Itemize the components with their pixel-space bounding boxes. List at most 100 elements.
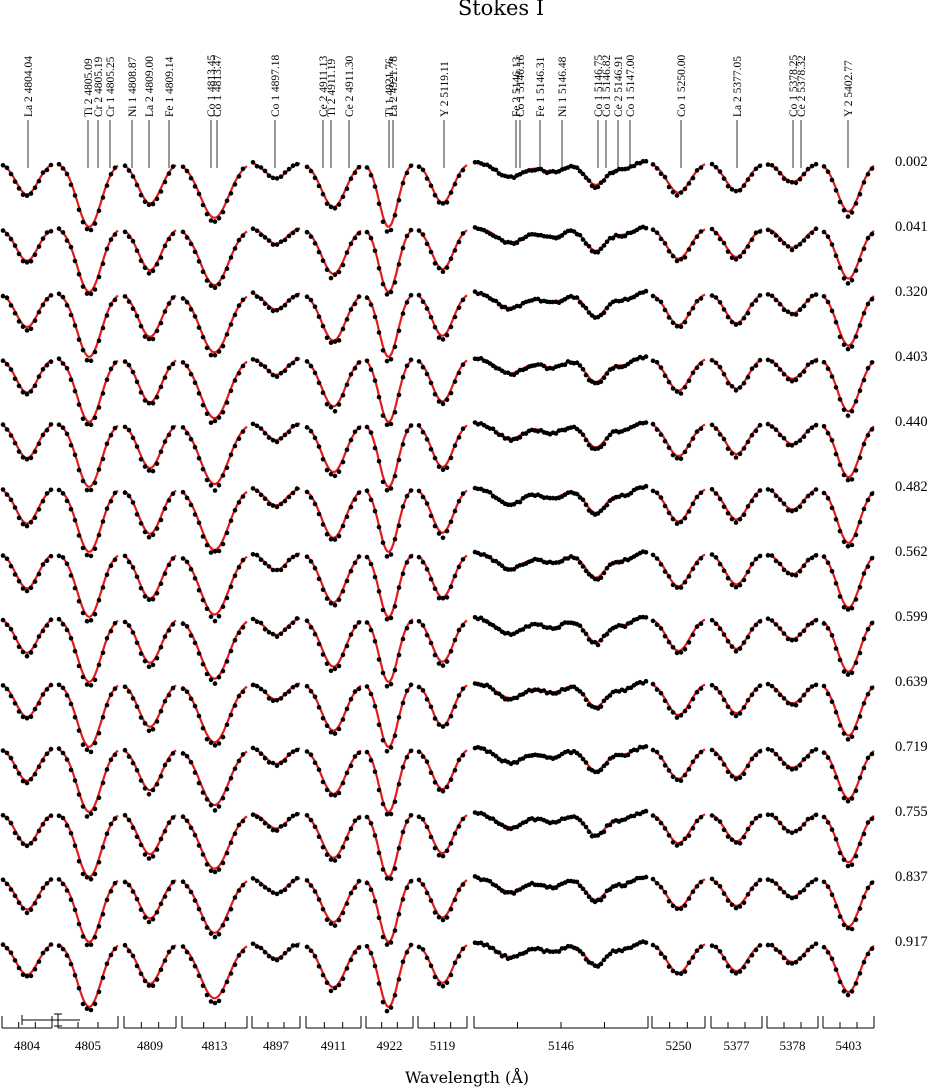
observed-point	[224, 595, 230, 601]
observed-point	[208, 999, 214, 1004]
observed-point	[388, 615, 394, 621]
observed-point	[184, 168, 190, 174]
observed-point	[388, 940, 394, 945]
observed-point	[80, 804, 86, 809]
observed-point	[643, 354, 649, 359]
observed-point	[282, 563, 288, 569]
observed-point	[376, 458, 382, 464]
observed-point	[682, 255, 688, 260]
observed-point	[104, 702, 110, 708]
line-label: Ce 2 5378.32	[796, 55, 808, 117]
observed-point	[104, 313, 110, 318]
observed-point	[282, 692, 288, 697]
model-profile	[123, 749, 177, 792]
observed-point	[96, 532, 102, 538]
observed-point	[797, 307, 803, 313]
observed-point	[380, 801, 386, 807]
observed-point	[745, 504, 751, 509]
observed-point	[200, 790, 206, 795]
observed-point	[865, 885, 871, 891]
observed-point	[601, 894, 607, 899]
observed-point	[258, 362, 264, 367]
observed-point	[713, 621, 719, 627]
observed-point	[729, 187, 735, 192]
observed-point	[236, 500, 242, 505]
observed-point	[72, 517, 78, 523]
observed-point	[749, 432, 755, 438]
observed-point	[857, 841, 863, 847]
observed-point	[857, 388, 863, 394]
observed-point	[777, 237, 783, 242]
observed-point	[436, 852, 442, 858]
observed-point	[674, 258, 680, 264]
observed-point	[384, 617, 390, 622]
observed-point	[16, 251, 22, 257]
observed-point	[662, 763, 668, 768]
observed-point	[352, 560, 358, 566]
model-profile	[710, 358, 763, 390]
observed-point	[829, 956, 835, 962]
observed-point	[48, 359, 54, 365]
observed-point	[96, 467, 102, 472]
observed-point	[428, 380, 434, 386]
model-profile	[365, 813, 414, 878]
observed-point	[380, 479, 386, 485]
observed-point	[24, 780, 30, 786]
observed-point	[837, 786, 843, 792]
observed-point	[240, 429, 246, 434]
observed-point	[765, 942, 771, 948]
observed-point	[658, 299, 664, 305]
model-profile	[417, 554, 468, 599]
observed-point	[785, 960, 791, 966]
observed-point	[741, 834, 747, 840]
observed-point	[372, 898, 378, 904]
observed-point	[694, 168, 700, 173]
observed-point	[424, 176, 430, 181]
observed-point	[670, 840, 676, 845]
observed-point	[224, 979, 230, 985]
observed-point	[396, 457, 402, 463]
model-profile	[651, 358, 706, 392]
observed-point	[270, 175, 276, 181]
observed-point	[598, 575, 604, 580]
observed-point	[40, 498, 46, 504]
model-profile	[181, 750, 248, 807]
observed-point	[324, 723, 330, 729]
observed-point	[604, 371, 610, 376]
observed-point	[150, 596, 156, 602]
model-profile	[822, 750, 875, 800]
observed-point	[837, 723, 843, 728]
observed-point	[372, 184, 378, 189]
observed-point	[580, 951, 586, 957]
observed-point	[254, 747, 260, 753]
observed-point	[142, 721, 148, 726]
observed-point	[678, 257, 684, 262]
observed-point	[849, 605, 855, 611]
observed-point	[28, 973, 34, 979]
observed-point	[448, 519, 454, 525]
observed-point	[741, 183, 747, 188]
observed-point	[250, 682, 256, 688]
observed-point	[8, 887, 14, 892]
observed-point	[180, 229, 186, 235]
observed-point	[773, 166, 779, 171]
observed-point	[266, 824, 272, 829]
observed-point	[270, 890, 276, 895]
observed-point	[404, 949, 410, 955]
observed-point	[36, 634, 42, 639]
x-axis-label: Wavelength (Å)	[405, 1067, 529, 1087]
observed-point	[154, 394, 160, 400]
observed-point	[805, 687, 811, 693]
observed-point	[741, 965, 747, 970]
model-profile	[651, 683, 706, 717]
observed-point	[188, 633, 194, 638]
observed-point	[56, 682, 62, 688]
observed-point	[282, 170, 288, 175]
observed-point	[420, 167, 426, 173]
observed-point	[166, 886, 172, 892]
observed-point	[789, 637, 795, 643]
observed-point	[717, 364, 723, 370]
observed-point	[228, 584, 234, 590]
observed-point	[196, 191, 202, 197]
observed-point	[304, 944, 310, 950]
